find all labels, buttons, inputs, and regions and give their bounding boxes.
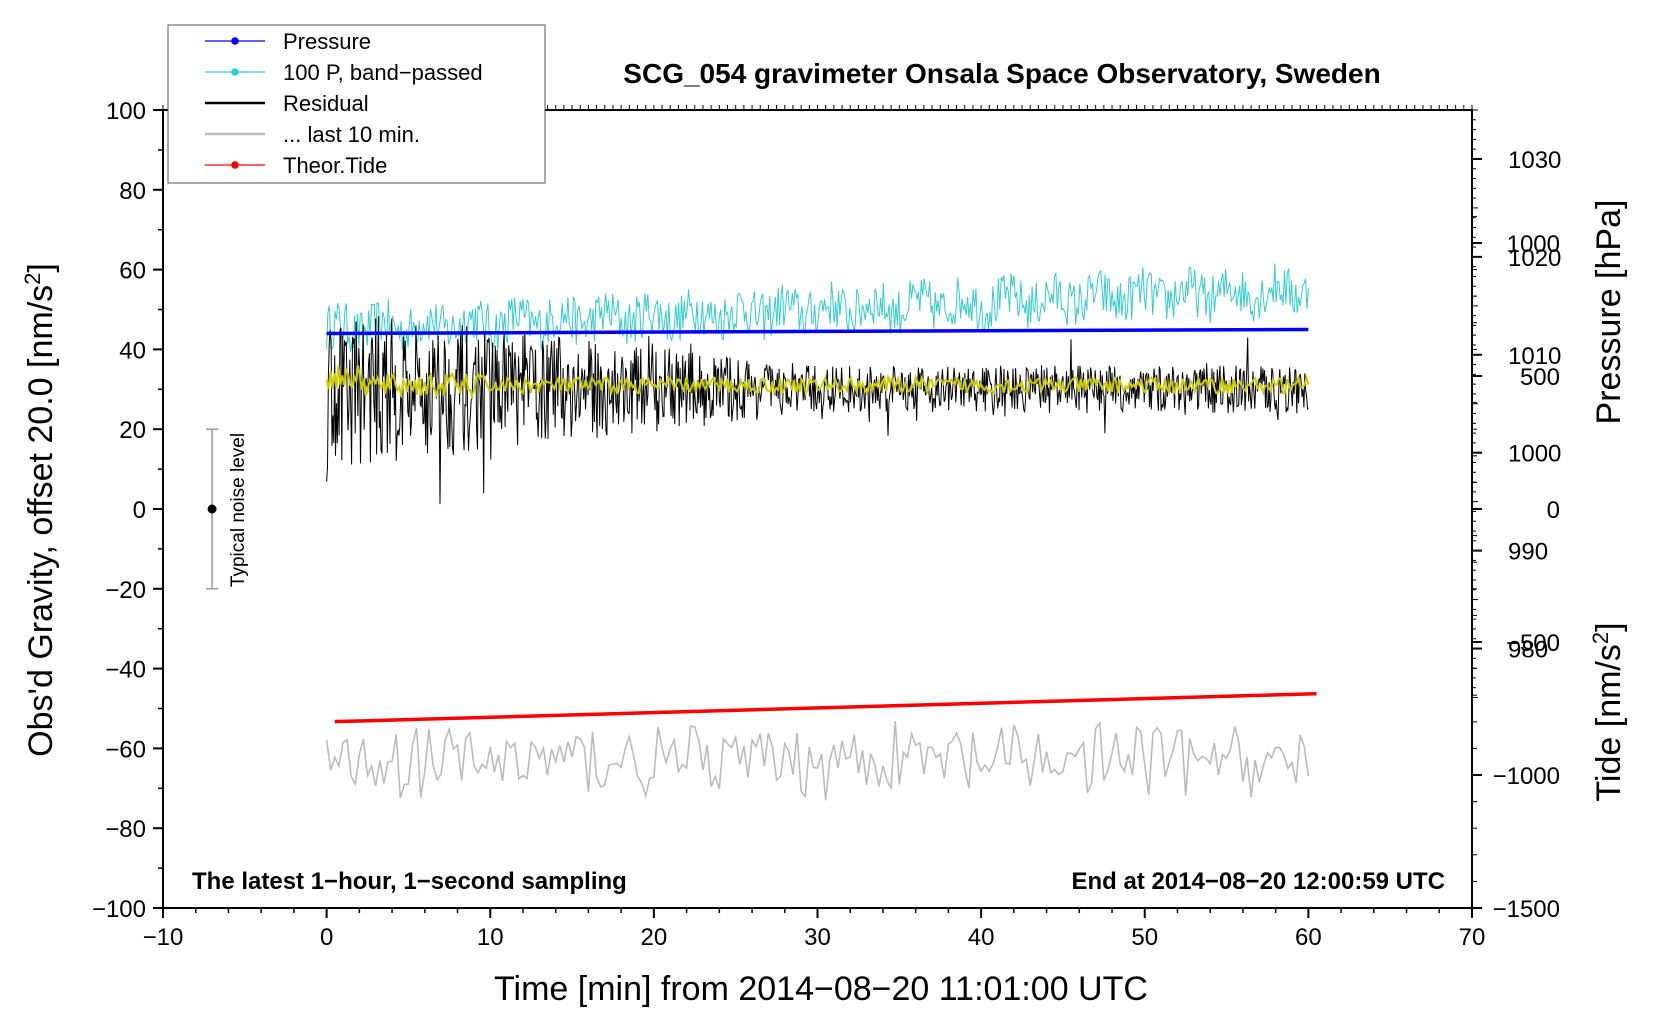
tide-tick-label: 1000 [1507, 231, 1560, 258]
x-tick-label: 20 [641, 924, 668, 951]
legend-label: ... last 10 min. [283, 122, 420, 147]
x-tick-label: 30 [804, 924, 831, 951]
y-tick-label: 40 [119, 337, 146, 364]
y-tick-label: 0 [133, 497, 146, 524]
series-theoretical-tide [334, 691, 1317, 724]
tide-tick-label: 500 [1520, 364, 1560, 391]
x-tick-label: 70 [1459, 924, 1486, 951]
series-bandpassed-pressure [326, 263, 1309, 354]
y-axis-label-left: Obs'd Gravity, offset 20.0 [nm/s2] [20, 263, 60, 757]
pressure-tick-label: 1030 [1508, 147, 1561, 174]
plot-area [162, 109, 1473, 909]
annotation-right: End at 2014−08−20 12:00:59 UTC [1071, 868, 1445, 895]
legend-marker [231, 68, 239, 76]
x-tick-label: 0 [320, 924, 333, 951]
x-axis-label: Time [min] from 2014−08−20 11:01:00 UTC [494, 970, 1148, 1008]
x-tick-label: 10 [477, 924, 504, 951]
noise-level-label: Typical noise level [228, 433, 249, 587]
x-tick-label: 40 [968, 924, 995, 951]
y-tick-label: −80 [105, 816, 146, 843]
y-tick-label: 20 [119, 417, 146, 444]
legend-label: 100 P, band−passed [283, 60, 483, 85]
y-tick-label: 80 [119, 178, 146, 205]
x-tick-label: 50 [1131, 924, 1158, 951]
y-axis-label-pressure: Pressure [hPa] [1590, 200, 1628, 425]
legend-label: Theor.Tide [283, 153, 387, 178]
y-tick-label: −100 [92, 896, 146, 923]
y-tick-label: 100 [106, 98, 146, 125]
tide-tick-label: 0 [1547, 497, 1560, 524]
data-layer [325, 263, 1317, 801]
series-residual [326, 316, 1309, 505]
axes-layer: −10 0 10 20 30 40 50 60 70−100−80−60−40−20020406… [92, 98, 1561, 951]
tide-tick-label: −1000 [1493, 763, 1560, 790]
legend: Pressure 100 P, band−passed Residual ... la… [167, 24, 546, 184]
pressure-tick-label: 980 [1508, 637, 1548, 664]
y-tick-label: 60 [119, 258, 146, 285]
y-tick-label: −40 [105, 657, 146, 684]
annotation-left: The latest 1−hour, 1−second sampling [192, 868, 627, 895]
pressure-tick-label: 1020 [1508, 245, 1561, 272]
legend-label: Residual [283, 91, 369, 116]
x-tick-label: 60 [1295, 924, 1322, 951]
y-tick-label: −20 [105, 577, 146, 604]
series-last-10-min [325, 720, 1310, 801]
series-residual-smoothed [325, 365, 1310, 400]
y-tick-label: −60 [105, 736, 146, 763]
legend-marker [231, 37, 239, 45]
series-pressure [326, 327, 1309, 336]
pressure-tick-label: 1000 [1508, 441, 1561, 468]
plot-frame [162, 109, 1473, 909]
chart-title: SCG_054 gravimeter Onsala Space Observat… [623, 58, 1380, 89]
pressure-tick-label: 1010 [1508, 343, 1561, 370]
legend-label: Pressure [283, 29, 371, 54]
legend-marker [231, 161, 239, 169]
x-tick-label: −10 [143, 924, 184, 951]
tide-tick-label: −500 [1506, 630, 1560, 657]
noise-bar-center [207, 504, 217, 514]
tide-tick-label: −1500 [1493, 896, 1560, 923]
y-axis-label-tide: Tide [nm/s2] [1588, 622, 1628, 801]
pressure-tick-label: 990 [1508, 539, 1548, 566]
